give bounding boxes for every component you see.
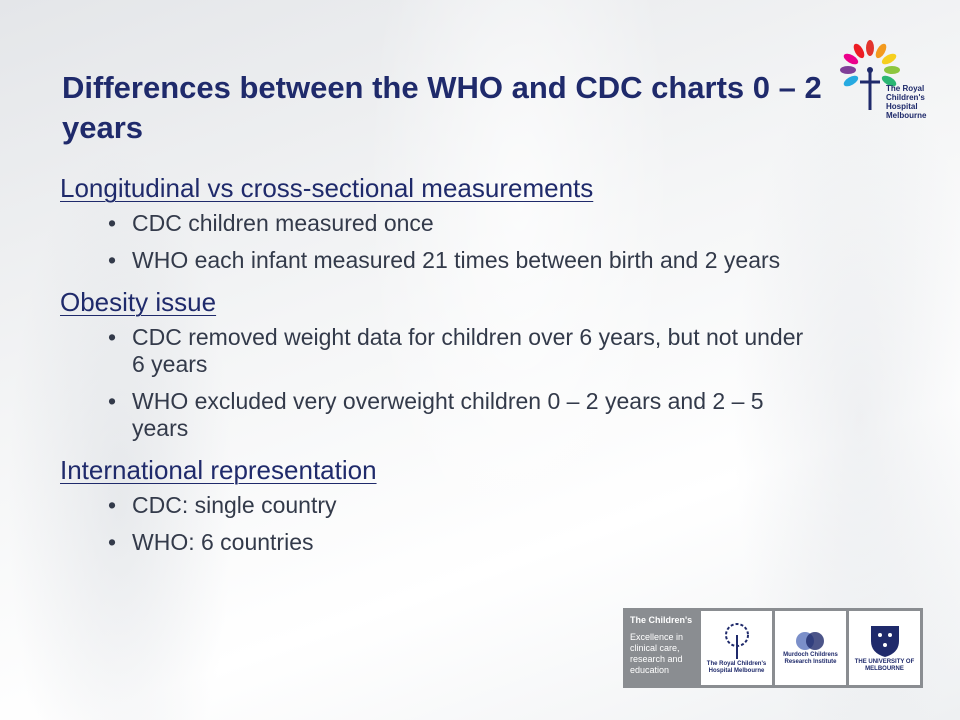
bullet-list: CDC children measured once WHO each infa… [60, 210, 840, 274]
section-longitudinal: Longitudinal vs cross-sectional measurem… [60, 170, 840, 274]
bullet-list: CDC: single country WHO: 6 countries [60, 492, 840, 556]
tree-icon [724, 623, 749, 659]
slide-title: Differences between the WHO and CDC char… [62, 70, 822, 145]
rch-logo-text: The Royal Children's Hospital Melbourne [706, 661, 767, 674]
bullet-item: WHO each infant measured 21 times betwee… [108, 247, 822, 274]
section-heading: International representation [60, 455, 377, 485]
partner-tagline: Excellence in clinical care, research an… [630, 632, 684, 675]
university-logo-text: THE UNIVERSITY OF MELBOURNE [854, 659, 915, 672]
logo-line: Children's [886, 93, 925, 102]
section-heading: Obesity issue [60, 287, 217, 317]
bullet-item: CDC children measured once [108, 210, 822, 237]
section-obesity: Obesity issue CDC removed weight data fo… [60, 284, 840, 442]
bullet-item: WHO excluded very overweight children 0 … [108, 388, 822, 442]
section-international: International representation CDC: single… [60, 452, 840, 556]
rch-logo: The Royal Children's Hospital Melbourne [701, 611, 772, 685]
partner-logo-bar: The Children's Excellence in clinical ca… [623, 608, 923, 688]
university-logo: THE UNIVERSITY OF MELBOURNE [849, 611, 920, 685]
logo-line: Hospital [886, 102, 918, 111]
logo-line: Melbourne [886, 111, 927, 120]
bullet-list: CDC removed weight data for children ove… [60, 324, 840, 442]
bullet-item: CDC removed weight data for children ove… [108, 324, 822, 378]
section-heading: Longitudinal vs cross-sectional measurem… [60, 173, 594, 203]
flower-person-logo-icon [840, 40, 900, 110]
partner-heading: The Children's [630, 615, 693, 625]
partner-tagline-panel: The Children's Excellence in clinical ca… [626, 611, 698, 685]
logo-line: The Royal [886, 84, 925, 93]
crest-icon [870, 626, 899, 657]
bullet-item: WHO: 6 countries [108, 529, 822, 556]
murdoch-logo-text: Murdoch Childrens Research Institute [783, 652, 838, 665]
circles-icon [795, 632, 824, 650]
slide-content: Longitudinal vs cross-sectional measurem… [60, 170, 840, 566]
murdoch-logo: Murdoch Childrens Research Institute [775, 611, 846, 685]
hospital-logo-text: The Royal Children's Hospital Melbourne [886, 84, 946, 120]
bullet-item: CDC: single country [108, 492, 822, 519]
